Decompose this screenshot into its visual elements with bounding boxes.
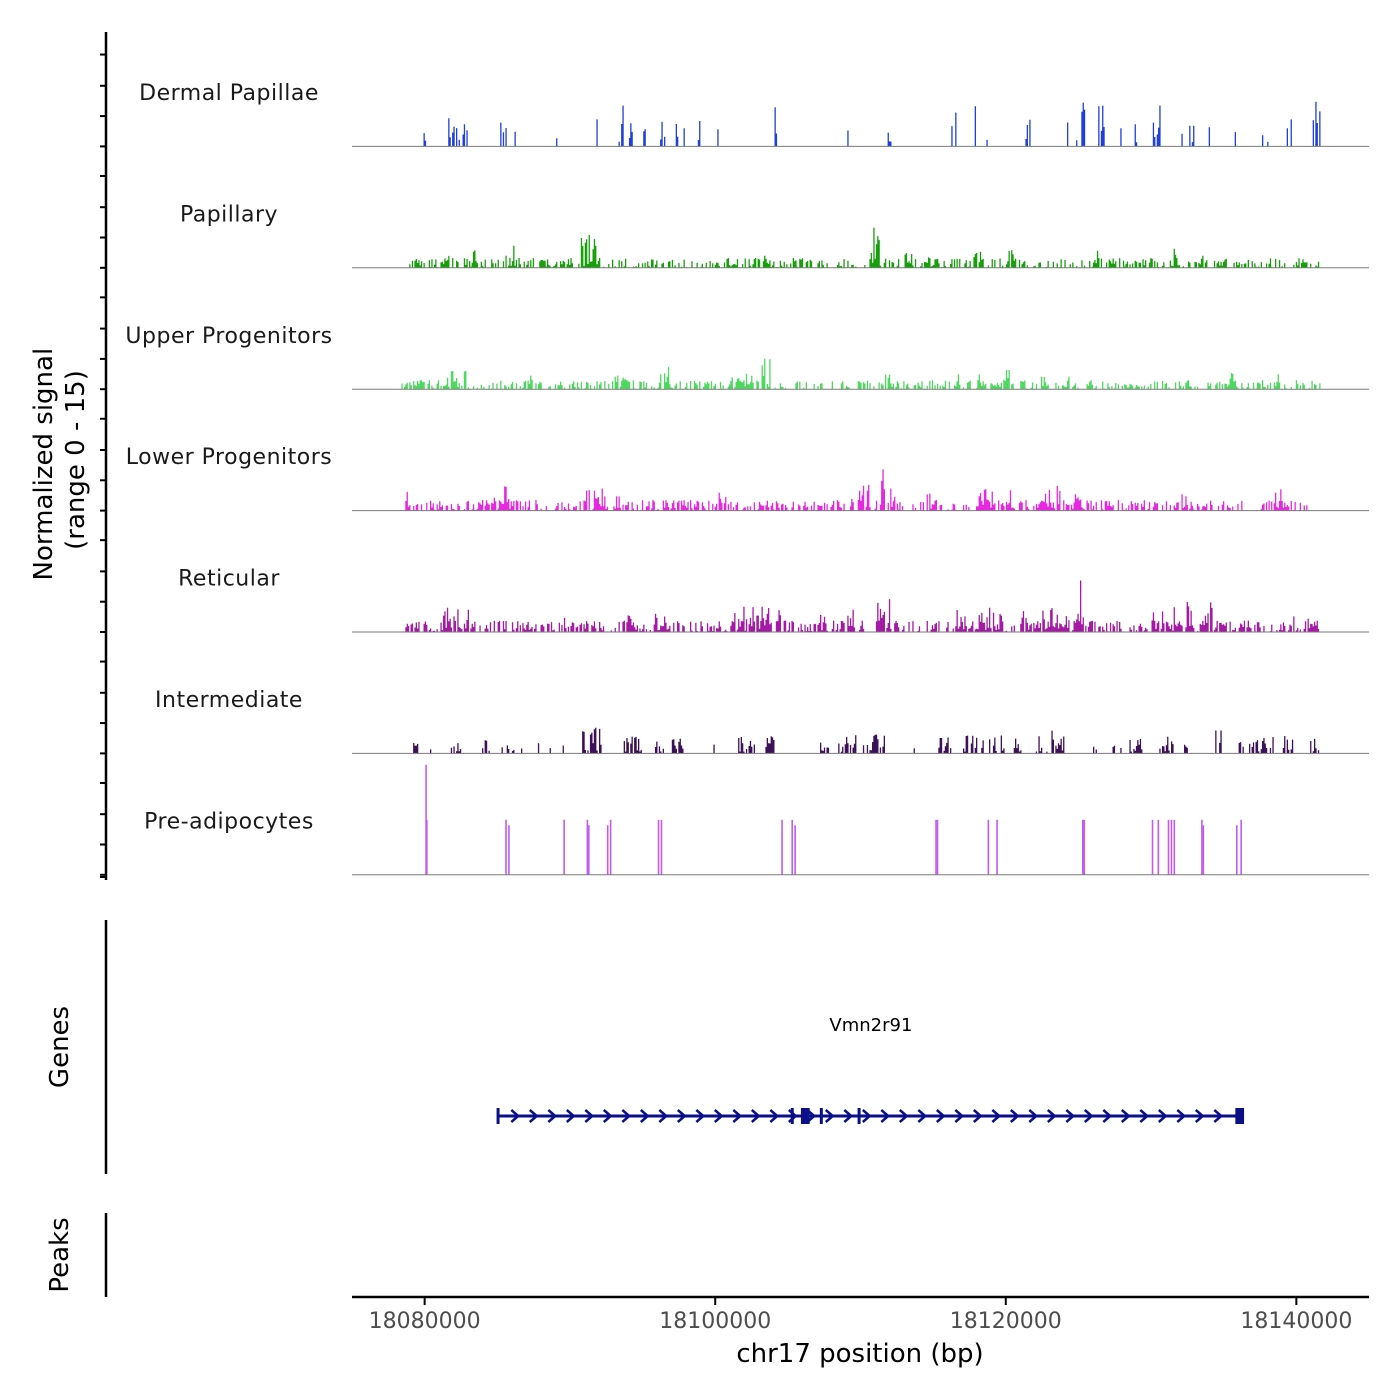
track-pre-adipocytes: Pre-adipocytes (144, 764, 1369, 876)
gene-exon (790, 1108, 794, 1124)
track-dermal-papillae: Dermal Papillae (139, 81, 1370, 147)
strand-arrow (713, 1109, 724, 1123)
strand-arrow (972, 1109, 983, 1123)
gene-name-label: Vmn2r91 (829, 1015, 912, 1036)
track-upper-progenitors: Upper Progenitors (125, 324, 1370, 390)
strand-arrow (528, 1109, 539, 1123)
strand-arrow (954, 1109, 965, 1123)
strand-arrow (1139, 1109, 1150, 1123)
signal-area (352, 580, 1370, 632)
y-axis-title-line1: Normalized signal (29, 348, 59, 581)
x-tick-label: 18140000 (1240, 1309, 1352, 1334)
track-intermediate: Intermediate (155, 688, 1370, 754)
peaks-panel-label: Peaks (45, 1217, 75, 1292)
strand-arrow (676, 1109, 687, 1123)
strand-arrow (991, 1109, 1002, 1123)
gene-exon (857, 1108, 861, 1124)
gene-exon (496, 1108, 500, 1124)
strand-arrow (935, 1109, 946, 1123)
gene-exon (800, 1108, 810, 1124)
strand-arrow (1028, 1109, 1039, 1123)
track-lower-progenitors: Lower Progenitors (126, 445, 1370, 512)
strand-arrow (1083, 1109, 1094, 1123)
strand-arrow (1213, 1109, 1224, 1123)
track-label: Intermediate (155, 688, 303, 713)
track-label: Upper Progenitors (125, 324, 332, 349)
strand-arrow (917, 1109, 928, 1123)
signal-area (352, 358, 1370, 390)
strand-arrow (621, 1109, 632, 1123)
track-reticular: Reticular (178, 567, 1370, 633)
strand-arrow (1194, 1109, 1205, 1123)
strand-arrow (824, 1109, 835, 1123)
signal-area (352, 727, 1370, 754)
strand-arrow (584, 1109, 595, 1123)
strand-arrow (843, 1109, 854, 1123)
y-axis-title-line2: (range 0 - 15) (61, 370, 91, 550)
gene-track: Vmn2r91 (496, 1015, 1245, 1124)
coverage-tracks: Dermal Papillae Papillary Upper Progenitor… (125, 81, 1370, 876)
strand-arrow (547, 1109, 558, 1123)
strand-arrow (695, 1109, 706, 1123)
strand-arrow (880, 1109, 891, 1123)
strand-arrow (1009, 1109, 1020, 1123)
strand-arrow (602, 1109, 613, 1123)
signal-area (352, 227, 1370, 268)
genes-panel-label: Genes (45, 1006, 75, 1088)
track-label: Lower Progenitors (126, 445, 332, 470)
strand-arrow (565, 1109, 576, 1123)
x-tick-label: 18100000 (659, 1309, 771, 1334)
strand-arrow (510, 1109, 521, 1123)
coverage-y-axis (100, 32, 108, 880)
strand-arrow (639, 1109, 650, 1123)
strand-arrow (1157, 1109, 1168, 1123)
x-axis-title: chr17 position (bp) (736, 1339, 983, 1369)
strand-arrow (769, 1109, 780, 1123)
x-tick-label: 18120000 (950, 1309, 1062, 1334)
track-label: Papillary (180, 202, 278, 227)
signal-area (352, 101, 1370, 147)
strand-arrow (1102, 1109, 1113, 1123)
track-papillary: Papillary (180, 202, 1370, 269)
strand-arrow (1065, 1109, 1076, 1123)
signal-area (352, 469, 1370, 511)
x-tick-label: 18080000 (369, 1309, 481, 1334)
track-label: Reticular (178, 567, 280, 592)
gene-exon (819, 1108, 823, 1124)
y-axis-title: Normalized signal (range 0 - 15) (29, 340, 91, 581)
strand-arrow (1176, 1109, 1187, 1123)
track-label: Dermal Papillae (139, 81, 319, 106)
gene-exon (1235, 1108, 1245, 1124)
strand-arrow (1046, 1109, 1057, 1123)
track-label: Pre-adipocytes (144, 809, 314, 834)
strand-arrow (732, 1109, 743, 1123)
strand-arrow (750, 1109, 761, 1123)
strand-arrow (658, 1109, 669, 1123)
strand-arrow (1120, 1109, 1131, 1123)
x-axis-ticks: 18080000 18100000 18120000 18140000 (369, 1297, 1352, 1334)
strand-arrow (898, 1109, 909, 1123)
strand-arrow (861, 1109, 872, 1123)
